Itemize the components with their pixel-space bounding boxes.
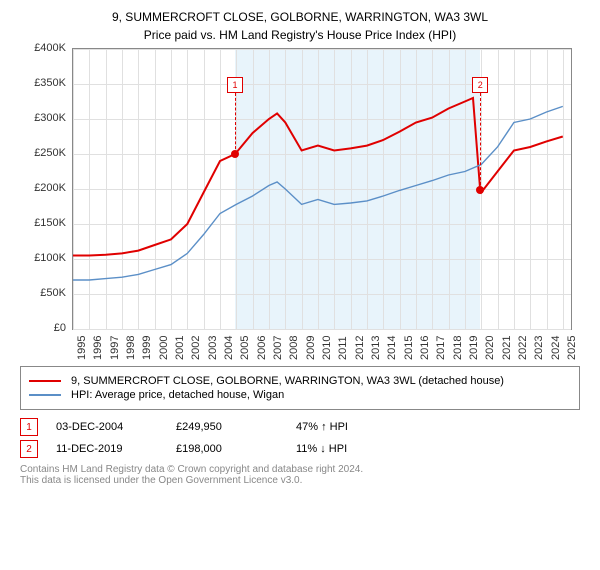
x-axis-label: 2012 [354, 336, 366, 360]
sale-delta: 47% ↑ HPI [296, 421, 416, 433]
sale-marker-badge: 2 [472, 77, 488, 93]
footer-line-2: This data is licensed under the Open Gov… [20, 475, 580, 486]
sale-price: £198,000 [176, 443, 296, 455]
legend-row: 9, SUMMERCROFT CLOSE, GOLBORNE, WARRINGT… [29, 375, 571, 387]
x-axis-label: 2006 [256, 336, 268, 360]
x-axis-label: 2013 [370, 336, 382, 360]
legend: 9, SUMMERCROFT CLOSE, GOLBORNE, WARRINGT… [20, 366, 580, 410]
y-axis-label: £400K [20, 42, 66, 54]
legend-label: 9, SUMMERCROFT CLOSE, GOLBORNE, WARRINGT… [71, 375, 504, 387]
sale-badge: 1 [20, 418, 38, 436]
x-axis-label: 2004 [223, 336, 235, 360]
sale-delta: 11% ↓ HPI [296, 443, 416, 455]
y-axis-label: £200K [20, 182, 66, 194]
x-axis-label: 2022 [517, 336, 529, 360]
footer: Contains HM Land Registry data © Crown c… [20, 464, 580, 486]
x-axis-label: 2017 [435, 336, 447, 360]
x-axis-label: 2018 [452, 336, 464, 360]
sale-date: 03-DEC-2004 [56, 421, 176, 433]
x-axis-label: 1996 [92, 336, 104, 360]
x-axis-label: 2025 [566, 336, 578, 360]
x-axis-label: 2023 [533, 336, 545, 360]
y-axis-label: £50K [20, 287, 66, 299]
x-axis-label: 2021 [501, 336, 513, 360]
chart-area: 12£0£50K£100K£150K£200K£250K£300K£350K£4… [20, 48, 580, 358]
chart-titles: 9, SUMMERCROFT CLOSE, GOLBORNE, WARRINGT… [0, 10, 600, 42]
x-axis-label: 2002 [190, 336, 202, 360]
x-axis-label: 2001 [174, 336, 186, 360]
x-axis-label: 1997 [109, 336, 121, 360]
sale-date: 11-DEC-2019 [56, 443, 176, 455]
sale-price: £249,950 [176, 421, 296, 433]
y-axis-label: £250K [20, 147, 66, 159]
legend-swatch [29, 394, 61, 396]
x-axis-label: 2020 [484, 336, 496, 360]
x-axis-label: 1995 [76, 336, 88, 360]
y-axis-label: £350K [20, 77, 66, 89]
x-axis-label: 2003 [207, 336, 219, 360]
x-axis-label: 2015 [403, 336, 415, 360]
legend-label: HPI: Average price, detached house, Wiga… [71, 389, 284, 401]
sale-marker-dot [476, 186, 484, 194]
title-line-2: Price paid vs. HM Land Registry's House … [0, 28, 600, 42]
x-axis-label: 2009 [305, 336, 317, 360]
title-line-1: 9, SUMMERCROFT CLOSE, GOLBORNE, WARRINGT… [0, 10, 600, 24]
sale-marker-badge: 1 [227, 77, 243, 93]
x-axis-label: 2024 [550, 336, 562, 360]
x-axis-label: 2007 [272, 336, 284, 360]
sale-marker-line [235, 93, 236, 154]
sale-row: 2 11-DEC-2019 £198,000 11% ↓ HPI [20, 440, 580, 458]
sale-row: 1 03-DEC-2004 £249,950 47% ↑ HPI [20, 418, 580, 436]
y-axis-label: £150K [20, 217, 66, 229]
legend-row: HPI: Average price, detached house, Wiga… [29, 389, 571, 401]
x-axis-label: 2005 [239, 336, 251, 360]
y-axis-label: £300K [20, 112, 66, 124]
legend-swatch [29, 380, 61, 382]
sale-marker-line [480, 93, 481, 190]
series-property [73, 98, 563, 256]
series-hpi [73, 106, 563, 280]
x-axis-label: 2016 [419, 336, 431, 360]
x-axis-label: 2019 [468, 336, 480, 360]
x-axis-label: 2011 [337, 336, 349, 360]
sale-marker-dot [231, 150, 239, 158]
sale-badge: 2 [20, 440, 38, 458]
x-axis-label: 1999 [141, 336, 153, 360]
x-axis-label: 1998 [125, 336, 137, 360]
x-axis-label: 2000 [158, 336, 170, 360]
sales-table: 1 03-DEC-2004 £249,950 47% ↑ HPI 2 11-DE… [20, 418, 580, 458]
x-axis-label: 2008 [288, 336, 300, 360]
x-axis-label: 2010 [321, 336, 333, 360]
x-axis-label: 2014 [386, 336, 398, 360]
plot-area: 12 [72, 48, 572, 330]
y-axis-label: £0 [20, 322, 66, 334]
footer-line-1: Contains HM Land Registry data © Crown c… [20, 464, 580, 475]
y-axis-label: £100K [20, 252, 66, 264]
